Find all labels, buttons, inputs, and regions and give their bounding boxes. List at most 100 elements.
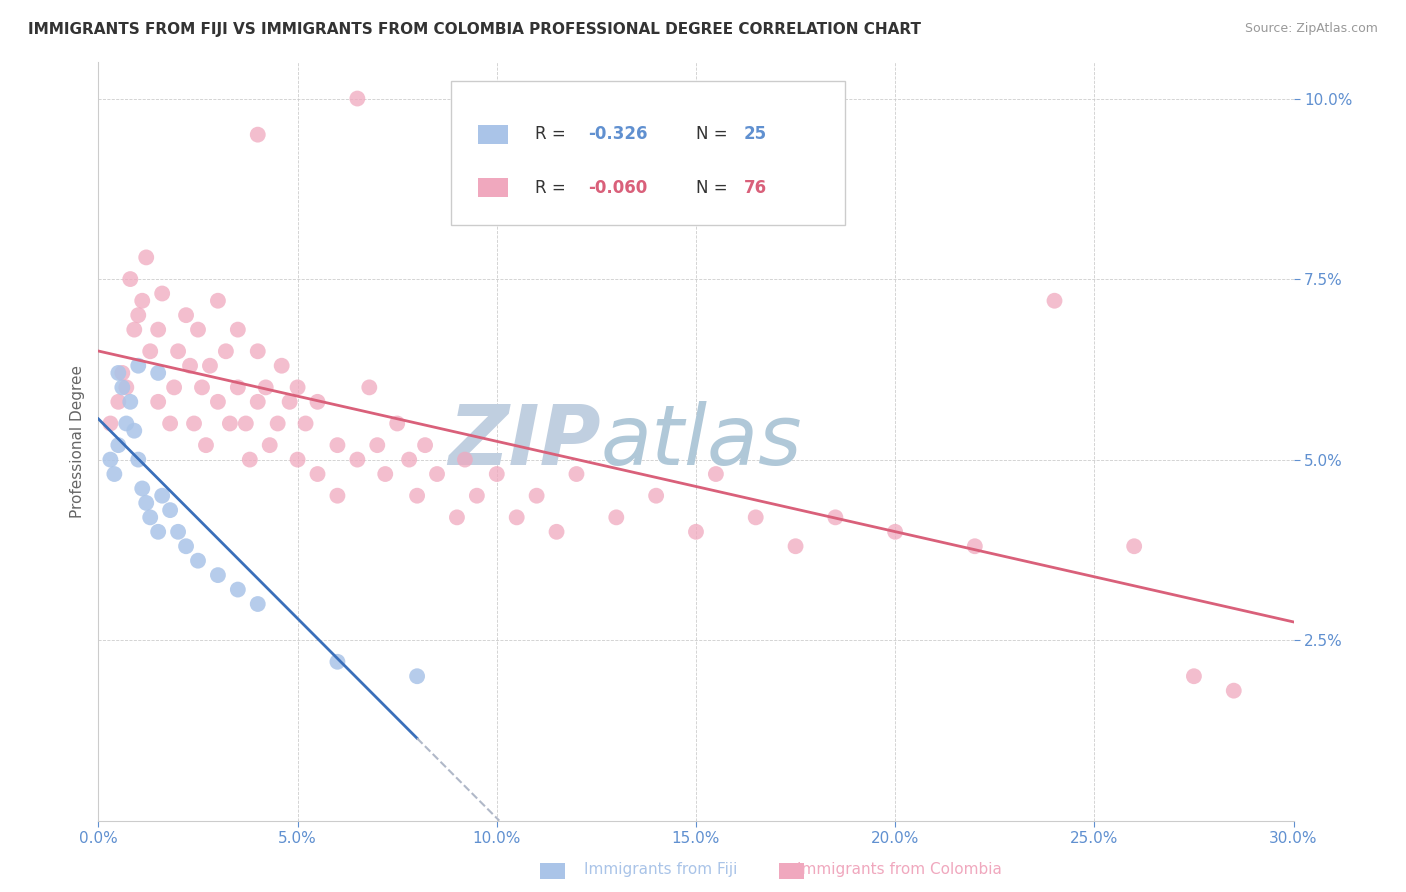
Point: [148, 394, 170, 409]
Point: [259, 438, 281, 452]
Point: [278, 394, 301, 409]
Point: [406, 489, 429, 503]
Y-axis label: Professional Degree: Professional Degree: [69, 365, 84, 518]
Point: [148, 524, 170, 539]
Point: [406, 669, 429, 683]
Point: [131, 293, 153, 308]
Text: 76: 76: [744, 178, 766, 196]
Point: [207, 293, 229, 308]
Point: [167, 344, 190, 359]
FancyBboxPatch shape: [451, 81, 845, 226]
Point: [326, 438, 349, 452]
Text: atlas: atlas: [600, 401, 801, 482]
Point: [226, 380, 249, 394]
Point: [287, 380, 309, 394]
Point: [526, 489, 548, 503]
Point: [107, 394, 129, 409]
Point: [174, 308, 197, 322]
Point: [148, 323, 170, 337]
Point: [98, 417, 122, 431]
Text: R =: R =: [534, 178, 571, 196]
Point: [685, 524, 707, 539]
Point: [207, 394, 229, 409]
Point: [359, 380, 381, 394]
Point: [159, 503, 181, 517]
Point: [454, 452, 477, 467]
Point: [1123, 539, 1146, 553]
Point: [246, 597, 269, 611]
Point: [254, 380, 277, 394]
Point: [294, 417, 316, 431]
Point: [235, 417, 257, 431]
Point: [1043, 293, 1066, 308]
Text: N =: N =: [696, 126, 733, 144]
Point: [139, 344, 162, 359]
Point: [307, 467, 329, 481]
Point: [127, 308, 149, 322]
Point: [107, 438, 129, 452]
Point: [1182, 669, 1205, 683]
Text: IMMIGRANTS FROM FIJI VS IMMIGRANTS FROM COLOMBIA PROFESSIONAL DEGREE CORRELATION: IMMIGRANTS FROM FIJI VS IMMIGRANTS FROM …: [28, 22, 921, 37]
Point: [307, 394, 329, 409]
Text: Immigrants from Colombia: Immigrants from Colombia: [797, 863, 1002, 877]
Point: [219, 417, 242, 431]
Point: [605, 510, 627, 524]
Point: [884, 524, 907, 539]
Point: [326, 655, 349, 669]
Point: [139, 510, 162, 524]
Point: [107, 366, 129, 380]
Point: [246, 128, 269, 142]
Bar: [478, 125, 509, 144]
Point: [148, 366, 170, 380]
Point: [546, 524, 568, 539]
Point: [346, 452, 368, 467]
Point: [124, 323, 146, 337]
Point: [111, 380, 134, 394]
Point: [167, 524, 190, 539]
Point: [267, 417, 290, 431]
Point: [135, 251, 157, 265]
Point: [398, 452, 420, 467]
Text: R =: R =: [534, 126, 571, 144]
Text: ZIP: ZIP: [447, 401, 600, 482]
Point: [413, 438, 436, 452]
Point: [198, 359, 221, 373]
Point: [163, 380, 186, 394]
Text: -0.326: -0.326: [589, 126, 648, 144]
Point: [187, 554, 209, 568]
Point: [385, 417, 409, 431]
Point: [374, 467, 396, 481]
Point: [645, 489, 668, 503]
Point: [426, 467, 449, 481]
Point: [183, 417, 205, 431]
Point: [246, 394, 269, 409]
Point: [98, 452, 122, 467]
Point: [150, 489, 173, 503]
Point: [127, 359, 149, 373]
Text: Source: ZipAtlas.com: Source: ZipAtlas.com: [1244, 22, 1378, 36]
Point: [226, 582, 249, 597]
Text: -0.060: -0.060: [589, 178, 648, 196]
Point: [485, 467, 508, 481]
Point: [159, 417, 181, 431]
Point: [215, 344, 238, 359]
Point: [704, 467, 727, 481]
Point: [124, 424, 146, 438]
Point: [120, 394, 142, 409]
Point: [131, 482, 153, 496]
Point: [1223, 683, 1246, 698]
Point: [179, 359, 201, 373]
Point: [120, 272, 142, 286]
Point: [246, 344, 269, 359]
Text: 25: 25: [744, 126, 766, 144]
Text: N =: N =: [696, 178, 733, 196]
Point: [326, 489, 349, 503]
Point: [963, 539, 986, 553]
Point: [465, 489, 488, 503]
Point: [207, 568, 229, 582]
Point: [135, 496, 157, 510]
Point: [287, 452, 309, 467]
Point: [346, 91, 368, 105]
Text: Immigrants from Fiji: Immigrants from Fiji: [583, 863, 738, 877]
Bar: [478, 178, 509, 197]
